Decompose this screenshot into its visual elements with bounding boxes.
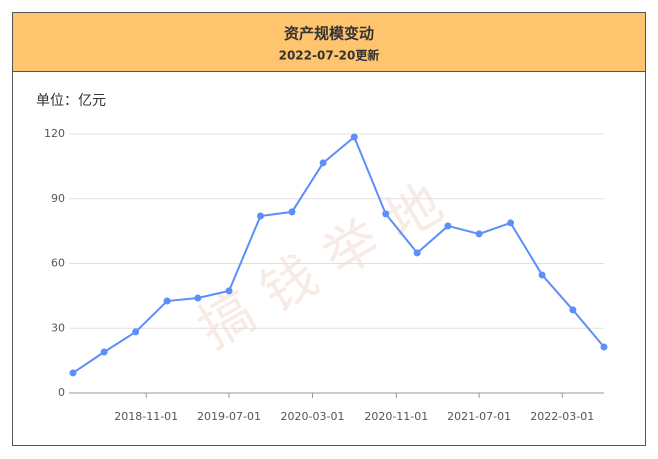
y-tick-label: 0 (58, 386, 65, 399)
x-tick-label: 2020-11-01 (364, 410, 428, 423)
point (194, 294, 202, 302)
y-tick-label: 90 (51, 192, 65, 205)
point (163, 297, 171, 305)
point (319, 159, 327, 167)
point (444, 222, 452, 230)
point (600, 343, 608, 351)
x-tick-label: 2020-03-01 (281, 410, 345, 423)
y-tick-label: 30 (51, 321, 65, 334)
title: 资产规模变动 (284, 25, 374, 43)
point (100, 348, 108, 356)
y-tick-label: 60 (51, 257, 65, 270)
point (475, 230, 483, 238)
x-tick-label: 2018-11-01 (114, 410, 178, 423)
header-bg (13, 13, 645, 71)
y-tick-label: 120 (44, 127, 65, 140)
point (382, 210, 390, 218)
point (69, 369, 77, 377)
x-tick-label: 2019-07-01 (197, 410, 261, 423)
unit-label: 单位：亿元 (36, 93, 106, 109)
point (569, 306, 577, 314)
frame (12, 12, 646, 446)
point (350, 133, 358, 141)
point (538, 271, 546, 279)
x-tick-label: 2021-07-01 (447, 410, 511, 423)
point (288, 208, 296, 216)
point (225, 287, 233, 295)
point (132, 328, 140, 336)
point (256, 212, 264, 220)
subtitle: 2022-07-20更新 (279, 48, 380, 63)
line (72, 135, 605, 374)
point (413, 249, 421, 257)
point (507, 219, 515, 227)
x-tick-label: 2022-03-01 (530, 410, 594, 423)
